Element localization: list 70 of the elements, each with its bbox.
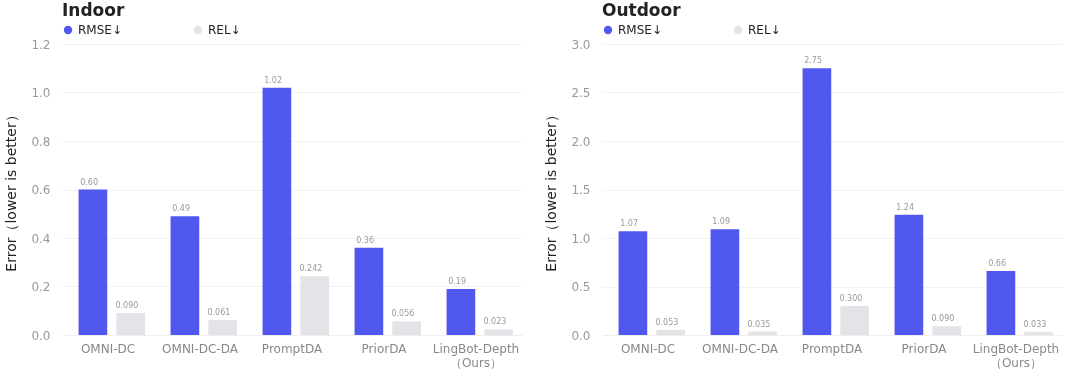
data-label: 0.061 xyxy=(207,308,231,318)
x-tick-label: PromptDA xyxy=(261,341,323,356)
chart-title: Indoor xyxy=(62,0,125,20)
bar xyxy=(802,68,832,335)
bar xyxy=(656,329,685,335)
y-tick-label: 0.0 xyxy=(31,328,51,343)
data-label: 0.242 xyxy=(299,264,323,274)
data-label: 0.36 xyxy=(356,235,375,245)
bar xyxy=(116,313,145,335)
bar xyxy=(986,270,1016,335)
data-label: 0.60 xyxy=(80,177,99,187)
data-label: 1.07 xyxy=(620,219,639,229)
y-tick-label: 0.0 xyxy=(571,328,591,343)
legend-label: REL↓ xyxy=(208,23,241,37)
y-axis-title: Error（lower is better） xyxy=(3,108,20,272)
y-tick-label: 1.0 xyxy=(31,86,51,100)
y-tick-label: 2.5 xyxy=(571,86,591,100)
legend-label: RMSE↓ xyxy=(78,23,122,37)
data-label: 0.090 xyxy=(115,301,139,311)
x-tick-label: PromptDA xyxy=(801,341,863,356)
y-tick-label: 1.5 xyxy=(571,183,591,197)
y-tick-label: 0.2 xyxy=(31,280,51,294)
data-label: 0.035 xyxy=(747,319,771,329)
y-tick-label: 2.0 xyxy=(571,134,591,149)
y-tick-label: 0.6 xyxy=(31,183,51,197)
x-tick-label: OMNI-DC xyxy=(80,341,136,356)
data-label: 1.24 xyxy=(896,202,915,212)
bar xyxy=(894,214,924,335)
bar xyxy=(170,216,200,335)
data-label: 0.090 xyxy=(931,314,955,324)
y-axis-title: Error（lower is better） xyxy=(543,108,560,272)
x-tick-label: OMNI-DC-DA xyxy=(162,341,239,356)
x-tick-label: OMNI-DC-DA xyxy=(702,341,779,356)
bar xyxy=(932,326,961,335)
x-tick-label: PriorDA xyxy=(901,341,948,356)
y-tick-label: 1.2 xyxy=(31,37,51,52)
x-tick-label: PriorDA xyxy=(361,341,408,356)
bar xyxy=(78,189,108,335)
data-label: 0.19 xyxy=(448,276,467,286)
bar xyxy=(484,329,513,335)
y-tick-label: 0.5 xyxy=(571,280,591,294)
legend-label: REL↓ xyxy=(748,23,781,37)
data-label: 2.75 xyxy=(804,56,823,66)
y-tick-label: 0.4 xyxy=(31,231,51,246)
y-tick-label: 3.0 xyxy=(571,37,591,52)
x-tick-label: LingBot-Depth （Ours） xyxy=(972,341,1060,370)
y-tick-label: 0.8 xyxy=(31,134,51,149)
data-label: 0.49 xyxy=(172,204,191,214)
bar xyxy=(354,247,384,335)
data-label: 0.053 xyxy=(655,317,679,327)
bar xyxy=(710,229,740,335)
data-label: 0.66 xyxy=(988,258,1007,268)
bar xyxy=(300,276,329,335)
data-label: 1.09 xyxy=(712,217,731,227)
chart-title: Outdoor xyxy=(602,0,682,20)
x-tick-label: LingBot-Depth （Ours） xyxy=(432,341,520,370)
bar xyxy=(262,87,292,335)
data-label: 0.023 xyxy=(483,317,507,327)
bar xyxy=(840,305,869,335)
y-tick-label: 1.0 xyxy=(571,231,591,246)
bar xyxy=(208,320,237,335)
data-label: 0.056 xyxy=(391,309,415,319)
data-label: 0.300 xyxy=(839,293,863,303)
bar xyxy=(392,321,421,335)
x-tick-label: OMNI-DC xyxy=(620,341,676,356)
bar xyxy=(618,231,648,335)
data-label: 0.033 xyxy=(1023,319,1047,329)
data-label: 1.02 xyxy=(264,75,283,85)
legend-label: RMSE↓ xyxy=(618,23,662,37)
bar xyxy=(446,288,476,335)
